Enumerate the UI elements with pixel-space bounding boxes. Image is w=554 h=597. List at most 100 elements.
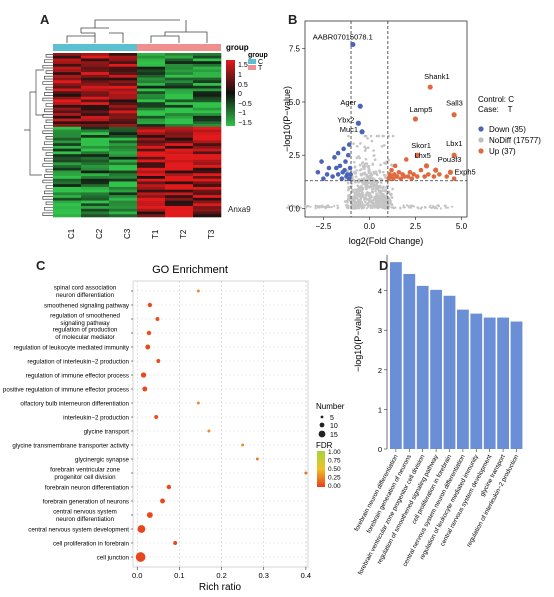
go-term-label: forebrain neuron differentiation: [45, 485, 130, 492]
heatmap-cell: [109, 148, 138, 152]
heatmap-cell: [109, 151, 138, 155]
gene-label-Lbx1: Lbx1: [446, 139, 462, 148]
heatmap-scale-ticks: 1.5 1 0.5 0 −0.5 −1 −1.5: [238, 62, 252, 127]
go-term-label: positive regulation of immune effector p…: [3, 387, 129, 394]
up-point: [398, 176, 404, 181]
heatmap-cell: [81, 61, 110, 65]
group-key-c-label: C: [258, 59, 263, 66]
heatmap-cell: [165, 58, 194, 62]
nodiff-point: [359, 173, 363, 177]
heatmap-col-T3: T3: [207, 229, 216, 239]
heatmap-cell: [137, 77, 166, 81]
nodiff-point: [362, 177, 366, 180]
heatmap-cell: [165, 148, 194, 152]
legend-down-label: Down (35): [489, 125, 526, 134]
go-x-label: Rich ratio: [199, 582, 242, 593]
go-term-row: olfactory bulb interneuron differentiati…: [20, 401, 133, 408]
size-legend-dot-10: [319, 422, 325, 428]
heatmap-cell: [193, 102, 222, 106]
heatmap-cell: [81, 104, 110, 108]
nodiff-point: [336, 204, 339, 207]
nodiff-point: [386, 184, 389, 188]
nodiff-point: [357, 155, 361, 158]
heatmap-cell: [193, 99, 222, 103]
nodiff-point: [410, 206, 413, 209]
nodiff-point: [381, 170, 385, 174]
nodiff-point: [368, 185, 371, 188]
labeled-point-Muc1: [359, 129, 365, 135]
go-term-row: cell junction: [97, 555, 133, 562]
heatmap-cell: [81, 124, 110, 128]
go-dot: [160, 498, 165, 504]
heatmap-cell: [53, 206, 82, 210]
heatmap-cell: [109, 203, 138, 207]
nodiff-point: [354, 197, 357, 200]
heatmap-cell: [137, 186, 166, 190]
labeled-point-Skor1: [414, 152, 420, 158]
y-tick-label: 7.5: [289, 45, 301, 54]
labeled-point-Ager: [357, 103, 363, 109]
heatmap-cell: [109, 72, 138, 76]
nodiff-point: [371, 182, 374, 186]
nodiff-point: [420, 207, 423, 210]
heatmap-cell: [193, 74, 222, 78]
nodiff-point: [344, 200, 347, 203]
heatmap-cell: [109, 113, 138, 117]
scale-tick: −1.5: [238, 120, 252, 127]
heatmap-cell: [109, 83, 138, 87]
heatmap-cell: [81, 99, 110, 103]
go-term-label: smoothened signaling pathway: [44, 303, 130, 310]
heatmap-cell: [109, 124, 138, 128]
heatmap-cell: [137, 53, 166, 57]
nodiff-point: [433, 206, 437, 210]
heatmap-cell: [165, 110, 194, 114]
heatmap-cell: [109, 200, 138, 204]
heatmap-cell: [137, 170, 166, 174]
nodiff-point: [346, 169, 349, 173]
nodiff-point: [439, 207, 442, 210]
heatmap-cell: [109, 143, 138, 147]
heatmap-cell: [165, 72, 194, 76]
nodiff-point: [373, 158, 377, 162]
heatmap-cell: [193, 165, 222, 169]
nodiff-point: [361, 161, 364, 164]
go-term-label-line2: neuron differentiation: [56, 292, 115, 299]
nodiff-point: [385, 204, 388, 207]
heatmap-cell: [137, 61, 166, 65]
nodiff-points: [285, 134, 454, 210]
heatmap-cell: [137, 124, 166, 128]
up-point: [391, 176, 396, 181]
heatmap-cell: [165, 143, 194, 147]
heatmap-cell: [165, 135, 194, 139]
heatmap-cell: [137, 83, 166, 87]
heatmap-cell: [165, 53, 194, 57]
nodiff-point: [347, 195, 351, 199]
go-term-label: olfactory bulb interneuron differentiati…: [20, 401, 129, 408]
labeled-point-Pou3f3: [433, 167, 439, 173]
heatmap-cell: [109, 178, 138, 182]
heatmap-cell: [137, 200, 166, 204]
nodiff-point: [333, 204, 336, 208]
heatmap-cell: [53, 151, 82, 155]
heatmap-cell: [81, 107, 110, 111]
nodiff-point: [287, 204, 290, 207]
heatmap-cell: [193, 121, 222, 125]
heatmap-cell: [193, 186, 222, 190]
go-term-row: glycine transport: [84, 429, 133, 436]
heatmap-cell: [53, 203, 82, 207]
heatmap-cell: [137, 181, 166, 185]
heatmap-cell: [53, 178, 82, 182]
up-point: [451, 176, 457, 181]
heatmap-cell: [53, 118, 82, 122]
heatmap-cell: [165, 203, 194, 207]
heatmap-cell: [165, 91, 194, 95]
heatmap-cell: [81, 148, 110, 152]
heatmap-cell: [137, 58, 166, 62]
heatmap-cell: [109, 167, 138, 171]
heatmap-cell: [137, 74, 166, 78]
gene-label-Lamp5: Lamp5: [409, 105, 432, 114]
volcano-x-ticks: −2.5 0.0 2.5 5.0: [316, 217, 468, 231]
nodiff-point: [294, 206, 297, 209]
go-dot: [135, 552, 146, 562]
